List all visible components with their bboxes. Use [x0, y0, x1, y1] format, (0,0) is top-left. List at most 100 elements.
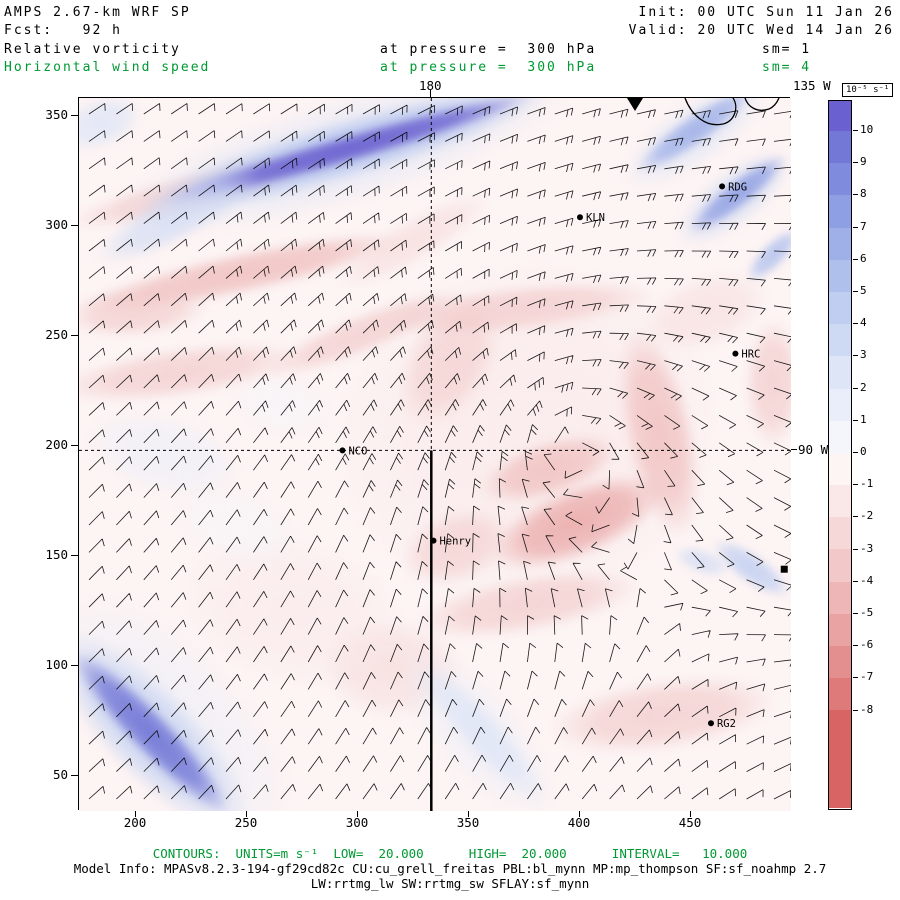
colorbar-tick [853, 226, 858, 228]
colorbar-segment [829, 101, 851, 131]
colorbar-segment [829, 452, 851, 486]
colorbar-tick [853, 613, 858, 614]
valid-time: Valid: 20 UTC Wed 14 Jan 26 [628, 23, 894, 38]
x-axis-tick-label: 350 [456, 815, 480, 830]
colorbar-segment [829, 131, 851, 164]
colorbar-tick [853, 323, 858, 325]
colorbar-tick-label: 2 [860, 380, 867, 394]
colorbar-tick [853, 580, 858, 582]
y-axis-tick-label: 300 [45, 217, 68, 232]
field2-smoothing: sm= 4 [762, 60, 812, 75]
colorbar-tick [853, 709, 858, 711]
y-axis-tick-label: 100 [45, 657, 68, 672]
colorbar-tick-label: -4 [860, 573, 874, 587]
colorbar-units-label: 10⁻⁵ s⁻¹ [842, 83, 894, 97]
colorbar-segment [829, 195, 851, 228]
y-axis-tick [71, 555, 78, 556]
colorbar-segment [829, 485, 851, 518]
x-axis-tick [135, 811, 136, 817]
x-axis-tick-label: 400 [567, 815, 591, 830]
colorbar-tick [853, 452, 858, 453]
colorbar-tick-label: 5 [860, 284, 867, 297]
x-axis-tick [579, 811, 580, 817]
x-axis-tick [468, 811, 469, 817]
colorbar-segment [829, 646, 851, 679]
colorbar-tick [853, 291, 858, 292]
colorbar-tick-label: 9 [860, 155, 867, 169]
x-axis-tick-label: 300 [345, 815, 369, 830]
colorbar-tick-label: -2 [860, 509, 874, 523]
colorbar-tick [853, 355, 858, 357]
y-axis-tick [71, 775, 78, 776]
colorbar-tick-label: 7 [860, 219, 867, 233]
y-axis-tick [71, 225, 78, 226]
colorbar-segment [829, 259, 851, 292]
colorbar-tick-label: 3 [860, 348, 867, 362]
colorbar-segment [829, 324, 851, 357]
colorbar-segment [829, 227, 851, 260]
colorbar-segment [829, 163, 851, 196]
colorbar-tick [853, 484, 858, 486]
colorbar-tick-label: -5 [860, 606, 874, 619]
colorbar-tick [853, 194, 858, 196]
x-axis-tick [357, 811, 358, 817]
colorbar-tick [853, 516, 858, 518]
field1-pressure: at pressure = 300 hPa [380, 42, 597, 57]
colorbar-tick-label: 0 [860, 445, 867, 458]
colorbar-tick-label: 4 [860, 316, 867, 330]
field2-label: Horizontal wind speed [4, 60, 211, 75]
y-axis-tick [71, 335, 78, 336]
y-axis-tick [71, 665, 78, 666]
forecast-hour: Fcst: 92 h [4, 23, 122, 38]
colorbar-segment [829, 388, 851, 421]
y-axis-tick-label: 50 [52, 767, 68, 782]
y-axis-tick [71, 445, 78, 446]
field2-pressure: at pressure = 300 hPa [380, 60, 597, 75]
colorbar-tick-label: 8 [860, 187, 867, 201]
colorbar-tick [853, 162, 858, 164]
meridian-180-tick [430, 90, 432, 97]
colorbar-tick-label: -6 [860, 638, 874, 652]
y-axis-tick-label: 350 [45, 107, 68, 122]
colorbar-segment [829, 356, 851, 389]
colorbar-segment [829, 581, 851, 614]
colorbar-segment [829, 291, 851, 325]
colorbar-tick [853, 548, 858, 550]
init-time: Init: 00 UTC Sun 11 Jan 26 [638, 5, 894, 20]
x-axis-tick-label: 450 [678, 815, 702, 830]
x-axis-tick-label: 200 [123, 815, 147, 830]
model-title: AMPS 2.67-km WRF SP [4, 5, 191, 20]
colorbar-segment [829, 517, 851, 550]
y-axis-tick [71, 115, 78, 116]
x-axis-tick [690, 811, 691, 817]
colorbar-tick-label: 1 [860, 412, 867, 426]
colorbar [828, 100, 852, 810]
model-info-line-1: Model Info: MPASv8.2.3-194-gf29cd82c CU:… [73, 861, 827, 876]
colorbar-tick [853, 645, 858, 647]
field1-smoothing: sm= 1 [762, 42, 812, 57]
colorbar-tick [853, 419, 858, 421]
contours-info-line: CONTOURS: UNITS=m s⁻¹ LOW= 20.000 HIGH= … [152, 846, 748, 861]
y-axis-tick-label: 150 [45, 547, 68, 562]
y-axis-tick-label: 250 [45, 327, 68, 342]
colorbar-segment [829, 678, 851, 711]
y-axis-tick-label: 200 [45, 437, 68, 452]
vorticity-shading-canvas [79, 98, 791, 811]
map-plot-area: RDG KLN HRC NCO Henry RG2 [78, 97, 791, 811]
model-info-line-2: LW:rrtmg_lw SW:rrtmg_sw SFLAY:sf_mynn [310, 876, 590, 891]
colorbar-tick-label: -1 [860, 477, 874, 491]
colorbar-tick [853, 258, 858, 260]
x-axis-tick [246, 811, 247, 817]
colorbar-segment [829, 420, 851, 453]
colorbar-tick-label: -3 [860, 541, 874, 555]
colorbar-tick [853, 677, 858, 679]
colorbar-segment [829, 710, 851, 809]
colorbar-tick-label: 6 [860, 251, 867, 265]
meridian-90w-tick [791, 449, 797, 451]
colorbar-segment [829, 613, 851, 646]
meridian-135w-label: 135 W [793, 78, 831, 93]
colorbar-segment [829, 549, 851, 582]
meridian-180-label: 180 [418, 78, 442, 93]
colorbar-tick-label: -7 [860, 670, 874, 684]
